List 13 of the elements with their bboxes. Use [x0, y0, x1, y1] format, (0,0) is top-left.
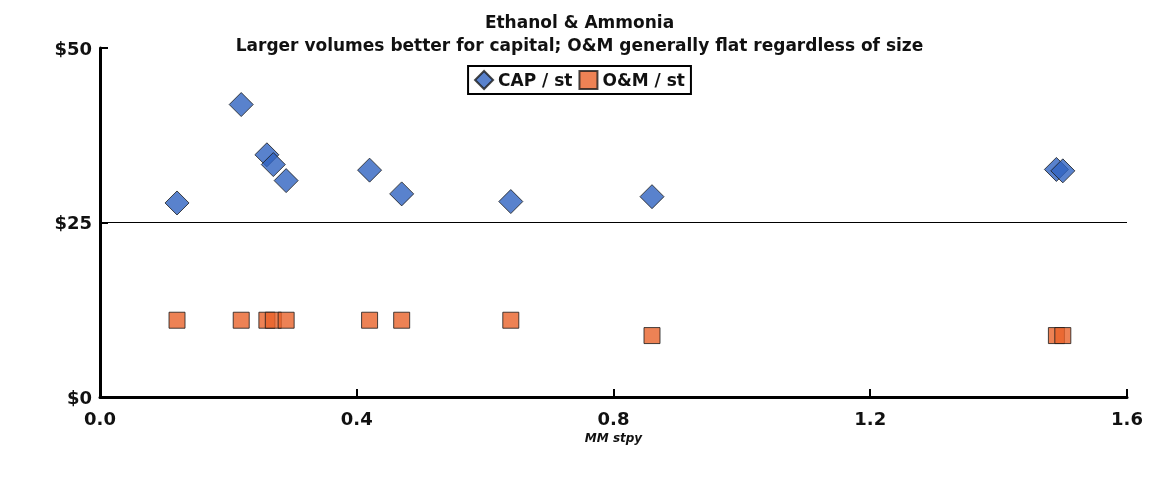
- y-tick-label: $25: [54, 212, 92, 233]
- y-tick-label: $0: [66, 386, 92, 408]
- x-tick-label: 1.6: [1111, 407, 1143, 429]
- chart-subtitle: Larger volumes better for capital; O&M generally flat regardless of size: [235, 34, 924, 55]
- legend-label: CAP / st: [498, 70, 573, 90]
- x-tick-label: 0.8: [597, 407, 630, 429]
- x-tick-label: 1.2: [854, 407, 887, 429]
- legend-label: O&M / st: [602, 70, 685, 90]
- x-axis-title: MM stpy: [584, 430, 644, 445]
- x-tick-label: 0.0: [84, 407, 116, 429]
- chart-title: Ethanol & Ammonia: [484, 11, 675, 32]
- x-tick-label: 0.4: [340, 407, 373, 429]
- y-tick-label: $50: [54, 37, 92, 59]
